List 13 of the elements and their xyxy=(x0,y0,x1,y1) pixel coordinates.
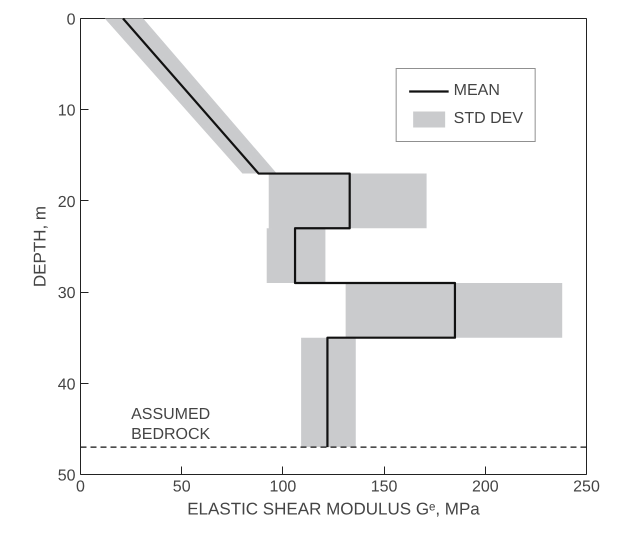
y-tick-label: 40 xyxy=(58,376,76,394)
x-tick-label: 50 xyxy=(172,478,191,496)
x-tick-label: 200 xyxy=(472,478,499,496)
x-tick-label: 100 xyxy=(270,478,296,496)
y-tick-label: 10 xyxy=(58,102,76,120)
y-tick-label: 0 xyxy=(66,12,76,28)
x-tick-label: 250 xyxy=(573,478,600,496)
x-axis-title: ELASTIC SHEAR MODULUS Gᵉ, MPa xyxy=(187,500,480,518)
y-tick-label: 50 xyxy=(58,468,76,484)
y-tick-label: 20 xyxy=(58,194,76,211)
y-axis-title: DEPTH, m xyxy=(30,206,50,288)
y-tick-label: 30 xyxy=(58,285,76,302)
x-tick-label: 150 xyxy=(370,478,398,496)
